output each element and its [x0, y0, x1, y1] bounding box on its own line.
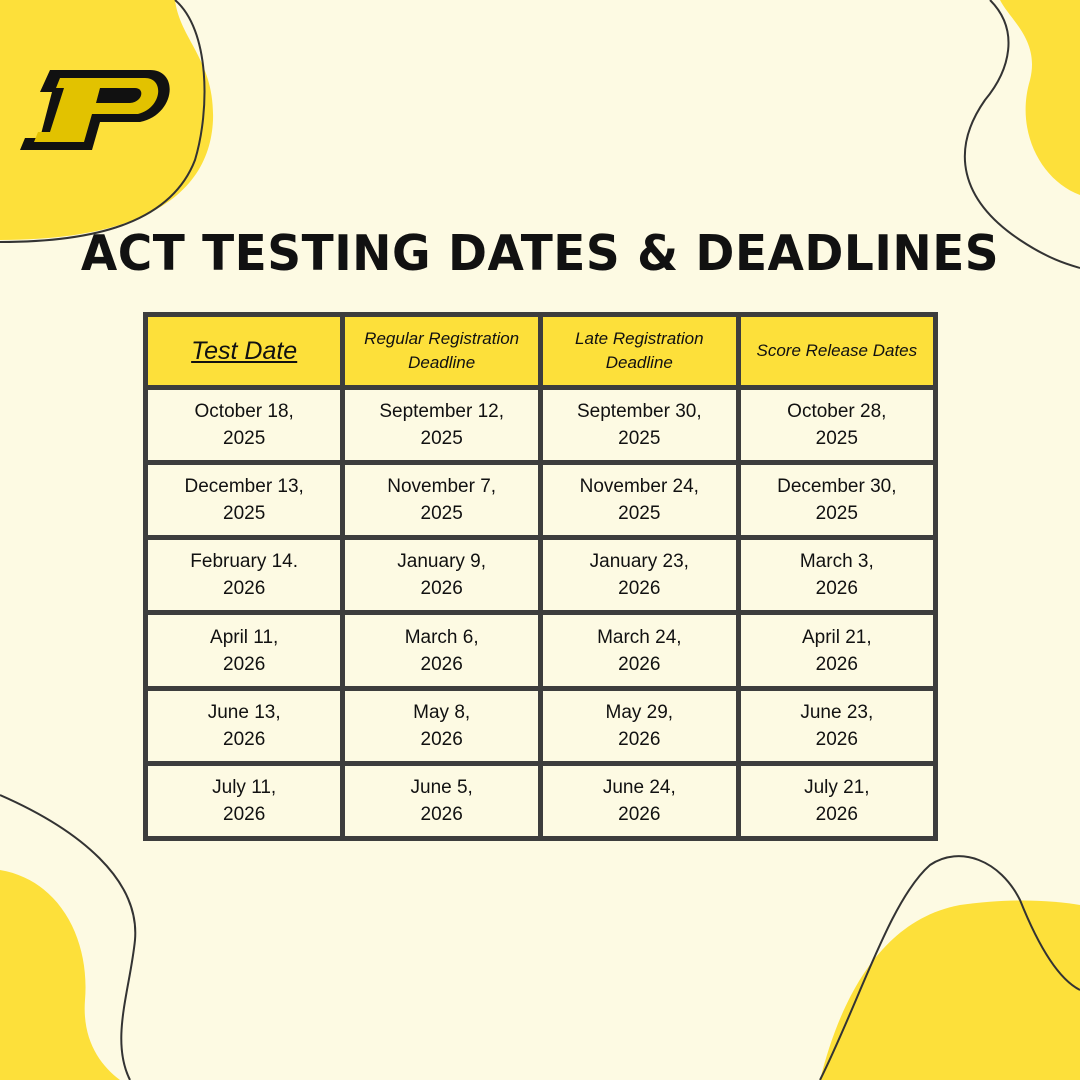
cell-score-release: June 23, 2026 — [735, 685, 939, 766]
cell-regular-deadline: May 8, 2026 — [340, 685, 543, 766]
table-row: February 14. 2026 January 9, 2026 January 23… — [142, 535, 939, 616]
cell-score-release: October 28, 2025 — [735, 384, 939, 466]
cell-line: March 3, — [799, 551, 874, 573]
table-header-row: Test Date Regular Registration Deadline … — [142, 312, 939, 390]
blob-bottom-left — [0, 870, 120, 1080]
cell-line: 2026 — [420, 803, 463, 825]
cell-line: January 23, — [589, 551, 689, 573]
cell-line: 2026 — [618, 803, 661, 825]
cell-line: 2025 — [420, 503, 463, 525]
cell-line: 2025 — [223, 428, 266, 450]
cell-late-deadline: September 30, 2025 — [537, 384, 741, 466]
curve-bottom-left — [0, 794, 137, 1080]
cell-line: 2026 — [223, 578, 266, 600]
blob-bottom-right — [820, 900, 1080, 1080]
cell-late-deadline: November 24, 2025 — [537, 460, 741, 541]
table-row: April 11, 2026 March 6, 2026 March 24, 2026 Ap… — [142, 610, 939, 691]
cell-line: December 13, — [184, 476, 304, 498]
cell-line: November 7, — [387, 476, 497, 498]
cell-line: 2025 — [223, 503, 266, 525]
cell-line: June 23, — [800, 701, 874, 723]
table-row: December 13, 2025 November 7, 2025 November … — [142, 460, 939, 541]
cell-line: December 30, — [777, 476, 897, 498]
cell-regular-deadline: March 6, 2026 — [340, 610, 543, 691]
cell-line: January 9, — [397, 551, 487, 573]
cell-late-deadline: March 24, 2026 — [537, 610, 741, 691]
cell-line: October 28, — [787, 401, 887, 423]
header-regular-deadline: Regular Registration Deadline — [340, 312, 543, 390]
cell-line: 2026 — [618, 653, 661, 675]
cell-line: 2025 — [618, 428, 661, 450]
cell-score-release: December 30, 2025 — [735, 460, 939, 541]
cell-test-date: June 13, 2026 — [142, 685, 346, 766]
cell-line: September 30, — [576, 401, 702, 423]
cell-line: June 13, — [207, 701, 281, 723]
cell-line: 2026 — [420, 728, 463, 750]
cell-line: 2026 — [223, 653, 266, 675]
act-dates-table: Test Date Regular Registration Deadline … — [142, 312, 939, 842]
header-score-release: Score Release Dates — [735, 312, 939, 390]
cell-line: 2026 — [815, 578, 858, 600]
header-test-date: Test Date — [142, 312, 346, 390]
cell-test-date: July 11, 2026 — [142, 760, 346, 842]
cell-line: 2026 — [815, 803, 858, 825]
cell-line: 2026 — [420, 653, 463, 675]
curve-top-right — [963, 0, 1080, 269]
cell-line: October 18, — [194, 401, 294, 423]
cell-regular-deadline: November 7, 2025 — [340, 460, 543, 541]
table-row: June 13, 2026 May 8, 2026 May 29, 2026 June 23… — [142, 685, 939, 766]
table-row: October 18, 2025 September 12, 2025 Septembe… — [142, 384, 939, 466]
cell-line: June 5, — [410, 776, 473, 798]
blob-top-right — [1000, 0, 1080, 195]
table-row: July 11, 2026 June 5, 2026 June 24, 2026 July … — [142, 760, 939, 842]
cell-test-date: April 11, 2026 — [142, 610, 346, 691]
cell-line: 2025 — [815, 428, 858, 450]
cell-late-deadline: May 29, 2026 — [537, 685, 741, 766]
cell-line: June 24, — [602, 776, 676, 798]
page-title: ACT TESTING DATES & DEADLINES — [80, 224, 1000, 283]
cell-test-date: February 14. 2026 — [142, 535, 346, 616]
curve-bottom-right — [819, 855, 1080, 1080]
cell-test-date: December 13, 2025 — [142, 460, 346, 541]
curve-top-left — [0, 0, 206, 243]
cell-line: 2026 — [223, 728, 266, 750]
cell-line: 2025 — [420, 428, 463, 450]
cell-line: November 24, — [579, 476, 699, 498]
cell-line: July 11, — [212, 776, 277, 798]
cell-line: March 6, — [404, 626, 479, 648]
cell-score-release: July 21, 2026 — [735, 760, 939, 842]
cell-line: March 24, — [597, 626, 682, 648]
cell-line: 2025 — [618, 503, 661, 525]
cell-line: 2026 — [815, 728, 858, 750]
cell-regular-deadline: September 12, 2025 — [340, 384, 543, 466]
cell-line: April 21, — [801, 626, 872, 648]
cell-line: February 14. — [190, 551, 299, 573]
cell-line: April 11, — [210, 626, 279, 648]
cell-line: 2025 — [815, 503, 858, 525]
header-late-deadline: Late Registration Deadline — [537, 312, 741, 390]
cell-line: May 29, — [605, 701, 674, 723]
cell-line: 2026 — [420, 578, 463, 600]
cell-late-deadline: January 23, 2026 — [537, 535, 741, 616]
cell-line: September 12, — [379, 401, 504, 423]
cell-test-date: October 18, 2025 — [142, 384, 346, 466]
cell-regular-deadline: June 5, 2026 — [340, 760, 543, 842]
cell-line: 2026 — [618, 728, 661, 750]
purdue-p-logo — [20, 70, 170, 150]
cell-line: 2026 — [815, 653, 858, 675]
cell-regular-deadline: January 9, 2026 — [340, 535, 543, 616]
cell-late-deadline: June 24, 2026 — [537, 760, 741, 842]
cell-line: 2026 — [223, 803, 266, 825]
cell-line: May 8, — [413, 701, 471, 723]
cell-score-release: March 3, 2026 — [735, 535, 939, 616]
cell-line: 2026 — [618, 578, 661, 600]
cell-score-release: April 21, 2026 — [735, 610, 939, 691]
cell-line: July 21, — [804, 776, 870, 798]
